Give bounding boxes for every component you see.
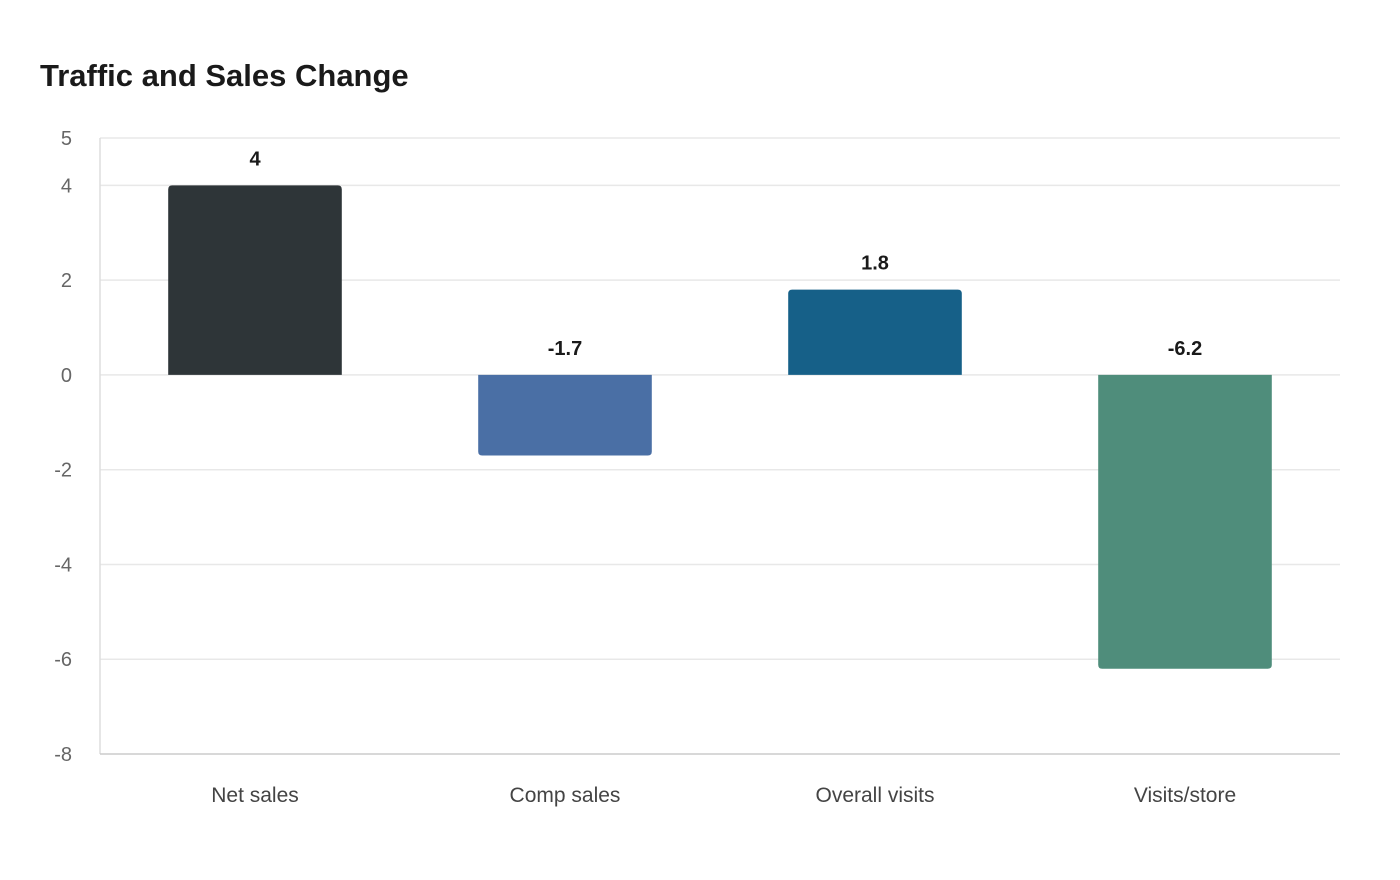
y-tick-label: 4 (61, 175, 72, 197)
chart-title: Traffic and Sales Change (40, 58, 409, 93)
x-tick-label: Visits/store (1134, 784, 1236, 807)
bar (1098, 374, 1272, 669)
bars (168, 185, 1272, 669)
data-label: 1.8 (861, 253, 889, 275)
y-tick-label: -8 (54, 744, 72, 766)
y-tick-label: -6 (54, 649, 72, 671)
bar (788, 289, 962, 375)
bar (168, 185, 342, 375)
y-tick-label: -2 (54, 460, 72, 482)
data-label: -6.2 (1168, 338, 1202, 360)
data-label: 4 (249, 148, 261, 170)
y-tick-label: 5 (61, 128, 72, 150)
x-tick-label: Net sales (211, 784, 299, 807)
x-tick-label: Overall visits (815, 784, 934, 807)
y-tick-label: -4 (54, 554, 72, 576)
axes: -8 -6 -4 -2 0 2 4 5 (54, 128, 1340, 766)
data-label: -1.7 (548, 338, 582, 360)
labels: 4 Net sales -1.7 Comp sales 1.8 Overall visit… (211, 148, 1236, 807)
bar (478, 374, 652, 456)
x-tick-label: Comp sales (510, 784, 621, 807)
y-tick-label: 2 (61, 270, 72, 292)
y-tick-label: 0 (61, 365, 72, 387)
